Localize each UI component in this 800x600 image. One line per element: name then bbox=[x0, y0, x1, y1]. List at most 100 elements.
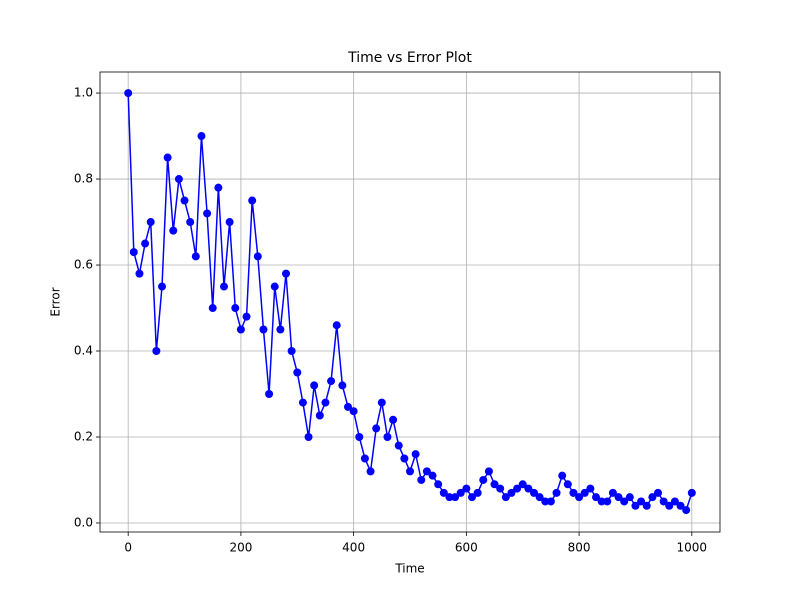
point bbox=[468, 493, 476, 502]
point bbox=[259, 325, 268, 334]
point bbox=[535, 493, 544, 502]
point bbox=[417, 475, 426, 484]
point bbox=[473, 488, 482, 497]
point bbox=[355, 432, 364, 441]
plot-frame bbox=[99, 71, 721, 533]
point bbox=[592, 493, 600, 502]
point bbox=[439, 488, 448, 497]
point bbox=[625, 493, 634, 502]
point bbox=[282, 269, 290, 278]
point bbox=[501, 493, 510, 502]
point bbox=[518, 480, 527, 489]
x-tick-label: 200 bbox=[229, 541, 252, 555]
point bbox=[191, 252, 200, 261]
x-tick-label: 800 bbox=[568, 541, 591, 555]
point bbox=[214, 183, 223, 192]
point bbox=[479, 475, 488, 484]
point bbox=[174, 175, 183, 184]
point bbox=[344, 402, 352, 411]
y-tick-label: 0.8 bbox=[74, 172, 93, 186]
point bbox=[580, 488, 589, 497]
point bbox=[242, 312, 251, 321]
x-tick-label: 0 bbox=[124, 541, 132, 555]
point bbox=[434, 480, 443, 489]
point bbox=[530, 488, 538, 497]
point bbox=[265, 390, 274, 398]
point bbox=[287, 347, 296, 356]
point bbox=[236, 325, 245, 334]
point bbox=[411, 450, 420, 459]
point bbox=[563, 480, 572, 489]
point bbox=[158, 282, 166, 291]
point bbox=[575, 493, 584, 502]
point bbox=[129, 248, 138, 257]
point bbox=[642, 501, 651, 510]
point bbox=[428, 471, 437, 480]
point bbox=[558, 471, 567, 480]
point bbox=[541, 497, 550, 506]
point bbox=[360, 454, 369, 463]
point bbox=[546, 497, 555, 506]
y-tick-label: 1.0 bbox=[74, 86, 93, 100]
point bbox=[682, 506, 691, 515]
point bbox=[462, 484, 471, 493]
point bbox=[338, 381, 347, 390]
y-tick-label: 0.6 bbox=[74, 258, 93, 272]
point bbox=[552, 488, 561, 497]
point bbox=[169, 226, 178, 235]
x-tick-label: 1000 bbox=[677, 541, 708, 555]
point bbox=[648, 493, 657, 502]
point bbox=[315, 411, 324, 420]
point bbox=[152, 347, 161, 356]
point bbox=[253, 252, 262, 261]
point bbox=[389, 415, 398, 424]
point bbox=[608, 488, 617, 497]
point bbox=[597, 497, 606, 506]
point bbox=[163, 153, 172, 162]
point bbox=[524, 484, 533, 493]
point bbox=[220, 282, 228, 291]
point bbox=[366, 467, 375, 476]
point bbox=[321, 398, 330, 407]
point bbox=[456, 488, 465, 497]
point bbox=[180, 196, 189, 205]
point bbox=[484, 467, 493, 476]
point bbox=[496, 484, 505, 493]
point bbox=[270, 282, 279, 291]
x-tick-label: 600 bbox=[455, 541, 478, 555]
point bbox=[186, 218, 195, 227]
point bbox=[298, 398, 307, 407]
x-tick-label: 400 bbox=[342, 541, 365, 555]
y-tick-label: 0.0 bbox=[74, 515, 93, 529]
point bbox=[225, 218, 234, 227]
point bbox=[451, 493, 460, 502]
point bbox=[304, 432, 313, 441]
chart-title: Time vs Error Plot bbox=[347, 50, 472, 66]
point bbox=[372, 424, 381, 433]
point bbox=[670, 497, 679, 506]
point bbox=[637, 497, 646, 506]
point bbox=[603, 497, 612, 506]
point bbox=[208, 304, 217, 313]
point bbox=[445, 493, 454, 502]
point bbox=[490, 480, 499, 489]
point bbox=[327, 377, 336, 386]
point bbox=[332, 321, 341, 330]
point bbox=[654, 488, 662, 497]
y-tick-label: 0.4 bbox=[74, 344, 93, 358]
point bbox=[586, 484, 595, 493]
point bbox=[631, 501, 640, 510]
point bbox=[687, 488, 696, 497]
point bbox=[135, 269, 144, 278]
point bbox=[146, 218, 155, 227]
point bbox=[394, 441, 403, 450]
point bbox=[665, 501, 674, 510]
point bbox=[659, 497, 668, 506]
x-axis-label: Time bbox=[394, 562, 424, 576]
point bbox=[620, 497, 629, 506]
point bbox=[310, 381, 319, 390]
point bbox=[124, 89, 133, 98]
point bbox=[293, 368, 302, 377]
